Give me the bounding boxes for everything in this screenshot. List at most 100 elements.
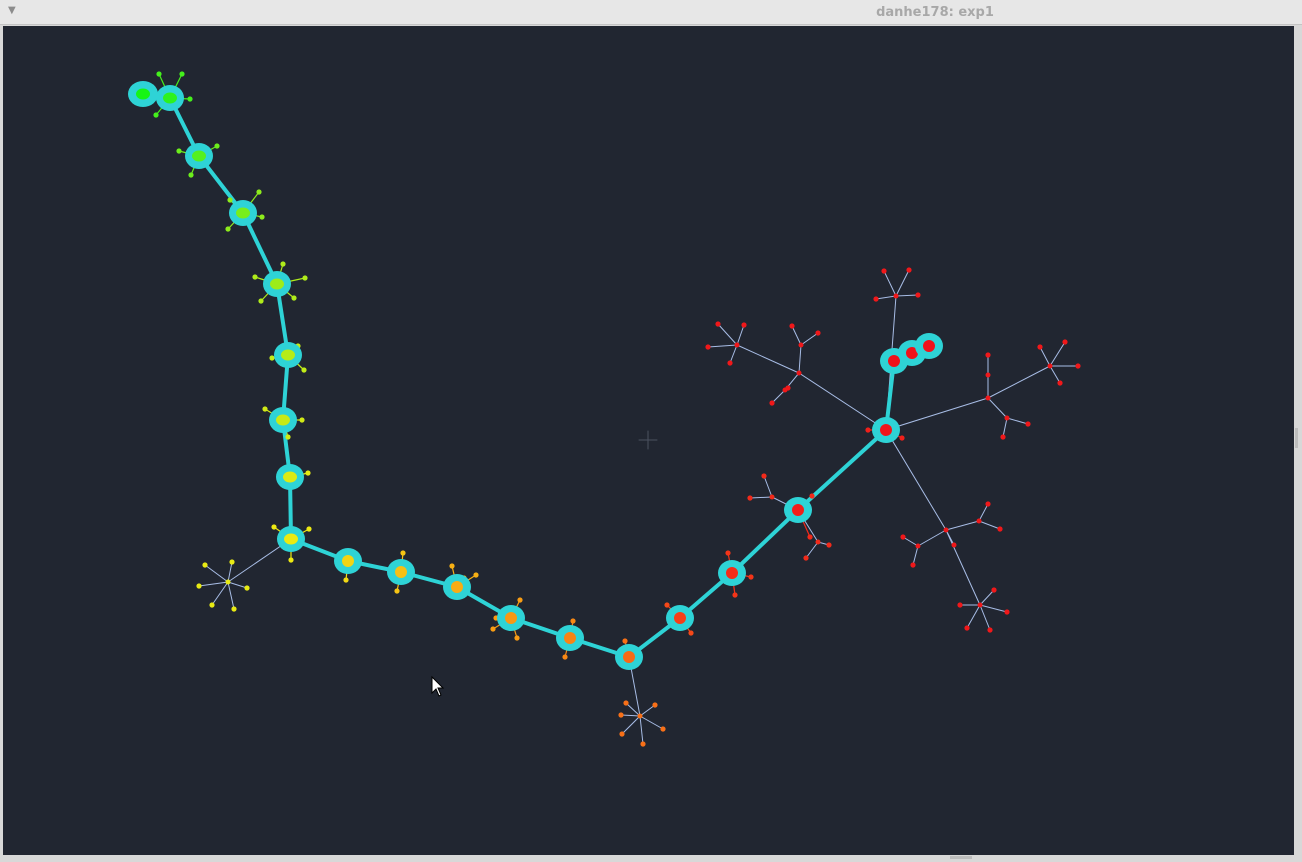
branch-leaf-edge xyxy=(805,541,819,559)
title-bar[interactable]: ▼ danhe178: exp1 xyxy=(0,0,1302,25)
leaf-node xyxy=(179,71,185,77)
leaf-node xyxy=(1062,339,1068,345)
branch-leaf-edge xyxy=(978,503,989,522)
leaf-node xyxy=(652,702,658,708)
leaf-node xyxy=(987,627,993,633)
leaf-node xyxy=(1025,421,1031,427)
leaf-node xyxy=(305,470,311,476)
leaf-node xyxy=(747,495,753,501)
branch-leaf-edge xyxy=(639,704,656,717)
branch-leaf-edge xyxy=(717,323,738,346)
leaf-node xyxy=(1000,434,1006,440)
leaf-node xyxy=(688,630,694,636)
main-node-core xyxy=(283,471,297,483)
leaf-node xyxy=(343,577,349,583)
resize-grip-right[interactable] xyxy=(1295,428,1298,448)
main-node-core xyxy=(674,612,686,624)
leaf-node xyxy=(231,606,237,612)
branch-leaf-edge xyxy=(227,561,233,583)
main-node-core xyxy=(880,424,892,436)
leaf-node xyxy=(618,712,624,718)
leaf-node xyxy=(156,71,162,77)
leaf-node xyxy=(288,557,294,563)
branch-leaf-edge xyxy=(791,325,802,346)
main-node-core xyxy=(276,414,290,426)
leaf-node xyxy=(761,473,767,479)
graph-canvas[interactable] xyxy=(3,26,1294,855)
leaf-node xyxy=(997,526,1003,532)
leaf-node xyxy=(473,572,479,578)
branch-hub-node xyxy=(815,539,821,545)
main-node-core xyxy=(906,347,918,359)
leaf-node xyxy=(991,587,997,593)
resize-grip-bottom[interactable] xyxy=(950,856,972,859)
branch-leaf-edge xyxy=(883,270,897,297)
main-node-core xyxy=(888,355,900,367)
leaf-node xyxy=(809,493,815,499)
leaf-node xyxy=(623,700,629,706)
branch-sub-edge xyxy=(736,344,800,374)
leaf-node xyxy=(400,550,406,556)
branch-edge xyxy=(885,429,947,531)
branch-sub-edge xyxy=(987,397,1008,419)
leaf-node xyxy=(176,148,182,154)
branch-sub-edge xyxy=(798,344,802,374)
branch-hub-node xyxy=(637,713,643,719)
leaf-node xyxy=(449,563,455,569)
leaf-node xyxy=(244,585,250,591)
graph-svg[interactable] xyxy=(3,26,1294,855)
main-node-core xyxy=(395,566,407,578)
main-node-core xyxy=(163,92,177,104)
leaf-node xyxy=(259,214,265,220)
branch-leaf-edge xyxy=(979,604,1008,613)
branch-leaf-edge xyxy=(902,536,919,547)
branch-hub-node xyxy=(976,518,982,524)
main-node-core xyxy=(192,150,206,162)
leaf-node xyxy=(619,731,625,737)
branch-leaf-edge xyxy=(736,324,745,346)
main-node-core xyxy=(505,612,517,624)
leaf-node xyxy=(915,292,921,298)
branch-leaf-edge xyxy=(620,714,641,717)
main-node-core xyxy=(923,340,935,352)
branch-leaf-edge xyxy=(875,295,897,300)
leaf-node xyxy=(899,435,905,441)
branch-sub-edge xyxy=(987,365,1051,399)
branch-hub-node xyxy=(943,527,949,533)
leaf-node xyxy=(188,172,194,178)
leaf-node xyxy=(214,143,220,149)
leaf-node xyxy=(285,434,291,440)
leaf-node xyxy=(622,638,628,644)
branch-leaf-edge xyxy=(1049,341,1066,367)
window-menu-icon[interactable]: ▼ xyxy=(8,5,16,16)
leaf-node xyxy=(957,602,963,608)
main-node-core xyxy=(284,533,298,545)
branch-sub-edge xyxy=(945,520,980,531)
branch-leaf-edge xyxy=(707,344,738,348)
branch-leaf-edge xyxy=(639,715,664,730)
leaf-node xyxy=(269,355,275,361)
leaf-node xyxy=(727,360,733,366)
branch-edge xyxy=(798,372,887,431)
window-title: danhe178: exp1 xyxy=(876,5,994,20)
leaf-node xyxy=(258,298,264,304)
branch-leaf-edge xyxy=(966,604,981,629)
leaf-node xyxy=(1057,380,1063,386)
branch-hub-node xyxy=(985,395,991,401)
leaf-node xyxy=(906,267,912,273)
leaf-node xyxy=(229,559,235,565)
leaf-node xyxy=(725,550,731,556)
leaf-node xyxy=(1004,609,1010,615)
branch-leaf-edge xyxy=(621,715,641,735)
leaf-node xyxy=(826,542,832,548)
branch-leaf-edge xyxy=(204,564,229,583)
leaf-node xyxy=(490,626,496,632)
leaf-node xyxy=(1037,344,1043,350)
leaf-node xyxy=(807,534,813,540)
leaf-node xyxy=(881,268,887,274)
main-node-core xyxy=(136,88,150,100)
branch-hub-node xyxy=(1004,415,1010,421)
main-node-core xyxy=(623,651,635,663)
branch-leaf-edge xyxy=(912,545,919,566)
leaf-node xyxy=(865,427,871,433)
